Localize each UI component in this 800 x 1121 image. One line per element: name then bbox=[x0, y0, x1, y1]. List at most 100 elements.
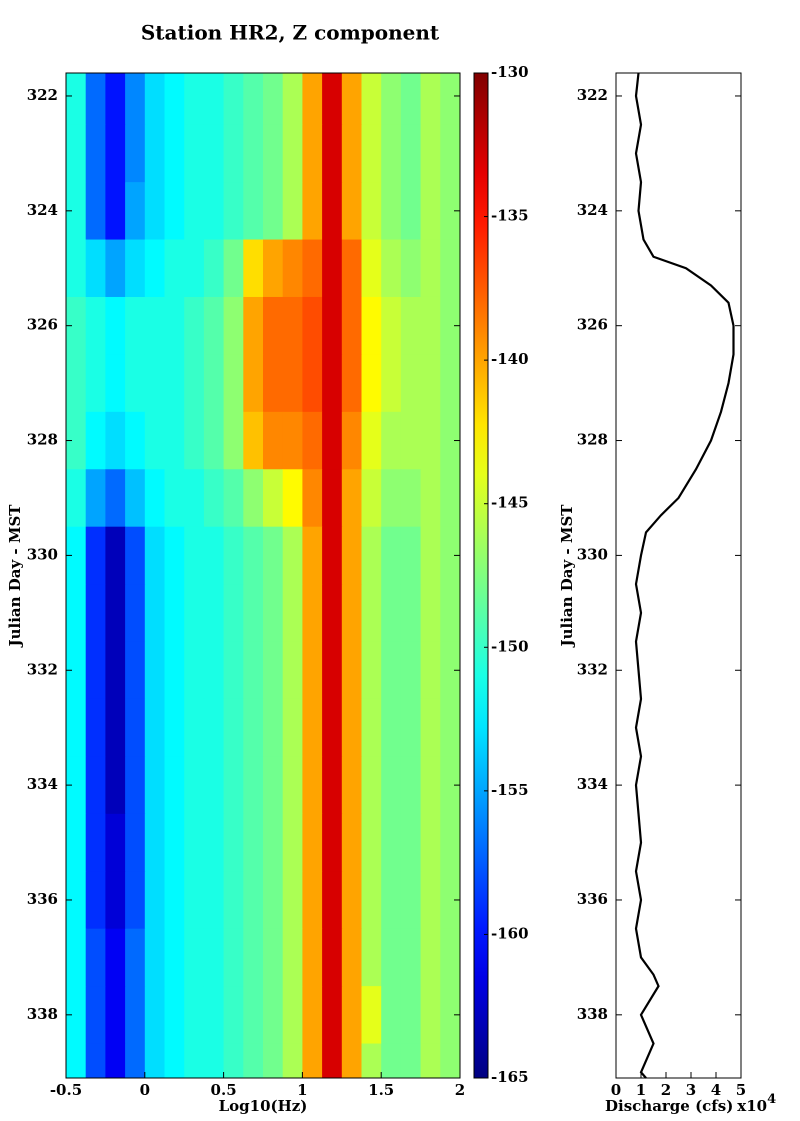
heatmap-cell bbox=[105, 124, 126, 183]
y-tick-label: 324 bbox=[577, 201, 608, 219]
heatmap-cell bbox=[85, 584, 106, 643]
discharge-line bbox=[634, 72, 735, 1079]
heatmap-cell bbox=[361, 411, 382, 470]
y-tick-label: 334 bbox=[577, 775, 608, 793]
heatmap-cell bbox=[263, 1043, 284, 1078]
heatmap-cell bbox=[322, 526, 343, 585]
heatmap-cell bbox=[341, 124, 362, 183]
heatmap-cell bbox=[263, 124, 284, 183]
y-tick-label: 338 bbox=[27, 1005, 58, 1023]
heatmap-cell bbox=[282, 124, 303, 183]
heatmap-cell bbox=[144, 698, 165, 757]
y-tick-label: 336 bbox=[27, 890, 58, 908]
heatmap-cell bbox=[125, 124, 146, 183]
heatmap-cell bbox=[341, 928, 362, 987]
heatmap-cell bbox=[440, 296, 460, 355]
heatmap-cell bbox=[203, 1043, 225, 1078]
heatmap-cell bbox=[66, 698, 87, 757]
heatmap-cell bbox=[302, 124, 323, 183]
heatmap-cell bbox=[341, 986, 362, 1045]
heatmap-cell bbox=[144, 584, 165, 643]
x-tick-label: 4 bbox=[711, 1081, 721, 1099]
heatmap-cell bbox=[144, 239, 165, 298]
heatmap-cell bbox=[263, 813, 284, 872]
heatmap-cell bbox=[223, 239, 244, 298]
heatmap-cell bbox=[243, 182, 264, 241]
heatmap-cell bbox=[302, 871, 323, 930]
heatmap-cell bbox=[322, 1043, 343, 1078]
heatmap-cell bbox=[322, 469, 343, 528]
heatmap-cell bbox=[144, 928, 165, 987]
heatmap-cell bbox=[164, 756, 185, 815]
heatmap-cell bbox=[164, 986, 185, 1045]
heatmap-cell bbox=[66, 813, 87, 872]
heatmap-cell bbox=[203, 641, 225, 700]
heatmap-cell bbox=[164, 469, 185, 528]
heatmap-cell bbox=[164, 871, 185, 930]
heatmap-cell bbox=[282, 1043, 303, 1078]
heatmap-cell bbox=[144, 469, 165, 528]
heatmap-cell bbox=[361, 813, 382, 872]
heatmap-cell bbox=[125, 296, 146, 355]
heatmap-cell bbox=[243, 469, 264, 528]
heatmap-cell bbox=[400, 928, 422, 987]
heatmap-cell bbox=[263, 756, 284, 815]
heatmap-cell bbox=[66, 182, 87, 241]
heatmap-cell bbox=[164, 698, 185, 757]
heatmap-cell bbox=[125, 698, 146, 757]
heatmap-cell bbox=[400, 1043, 422, 1078]
heatmap-cell bbox=[282, 871, 303, 930]
heatmap-cell bbox=[66, 641, 87, 700]
heatmap-cell bbox=[223, 641, 244, 700]
heatmap-cell bbox=[144, 756, 165, 815]
heatmap-cell bbox=[203, 239, 225, 298]
heatmap-cell bbox=[184, 182, 205, 241]
heatmap-cell bbox=[302, 698, 323, 757]
heatmap-cell bbox=[164, 928, 185, 987]
heatmap-cell bbox=[282, 73, 303, 126]
heatmap-cell bbox=[263, 584, 284, 643]
heatmap-cell bbox=[302, 411, 323, 470]
heatmap-cell bbox=[440, 986, 460, 1045]
heatmap-cell bbox=[125, 239, 146, 298]
heatmap-cell bbox=[223, 526, 244, 585]
heatmap-cell bbox=[144, 1043, 165, 1078]
heatmap-cell bbox=[243, 354, 264, 413]
heatmap-cell bbox=[440, 871, 460, 930]
heatmap-cell bbox=[322, 354, 343, 413]
heatmap-cell bbox=[361, 1043, 382, 1078]
heatmap-cell bbox=[184, 239, 205, 298]
heatmap-cell bbox=[341, 354, 362, 413]
heatmap-cell bbox=[223, 928, 244, 987]
heatmap-cell bbox=[322, 182, 343, 241]
heatmap-cell bbox=[66, 354, 87, 413]
heatmap-cell bbox=[243, 1043, 264, 1078]
heatmap-cell bbox=[282, 813, 303, 872]
colorbar-tick-label: -155 bbox=[491, 781, 529, 799]
colorbar-tick-label: -140 bbox=[491, 350, 529, 368]
heatmap-cell bbox=[85, 1043, 106, 1078]
heatmap-cell bbox=[400, 813, 422, 872]
heatmap-cell bbox=[341, 756, 362, 815]
heatmap-cell bbox=[105, 239, 126, 298]
heatmap-cell bbox=[322, 584, 343, 643]
heatmap-cell bbox=[302, 73, 323, 126]
heatmap-cell bbox=[322, 928, 343, 987]
heatmap-cell bbox=[85, 124, 106, 183]
heatmap-cell bbox=[243, 73, 264, 126]
heatmap-cell bbox=[341, 411, 362, 470]
heatmap-cell bbox=[302, 584, 323, 643]
heatmap-cell bbox=[400, 871, 422, 930]
heatmap-cell bbox=[263, 928, 284, 987]
heatmap-cell bbox=[400, 239, 422, 298]
plot-frame bbox=[65, 72, 461, 1079]
heatmap-cell bbox=[144, 296, 165, 355]
heatmap-cell bbox=[420, 182, 441, 241]
heatmap-cell bbox=[223, 813, 244, 872]
heatmap-cell bbox=[184, 986, 205, 1045]
plot-frame bbox=[615, 72, 742, 1079]
heatmap-cell bbox=[243, 584, 264, 643]
heatmap-cell bbox=[302, 354, 323, 413]
heatmap-cell bbox=[164, 526, 185, 585]
